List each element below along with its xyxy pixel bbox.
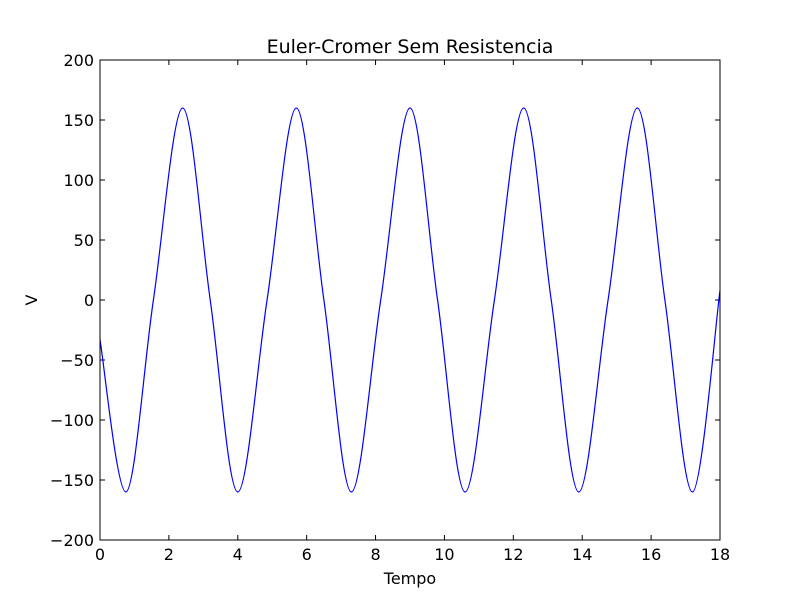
y-tick-label: −100 (50, 411, 94, 430)
x-tick-label: 4 (233, 545, 243, 564)
plot-area (100, 60, 720, 540)
y-tick-label: 150 (63, 111, 94, 130)
x-axis-label: Tempo (383, 569, 436, 588)
chart-title: Euler-Cromer Sem Resistencia (267, 36, 554, 58)
y-tick-label: 100 (63, 171, 94, 190)
y-tick-label: 200 (63, 51, 94, 70)
x-tick-label: 8 (370, 545, 380, 564)
x-tick-label: 14 (572, 545, 592, 564)
x-tick-label: 2 (164, 545, 174, 564)
y-tick-label: −150 (50, 471, 94, 490)
plot-frame (99, 59, 721, 541)
tick-group: 0 2 4 6 8 10 12 14 16 18 −200 −150 −100 −50 0 50 100 150 2… (50, 51, 730, 564)
y-axis-label: V (22, 294, 41, 305)
x-tick-label: 12 (503, 545, 523, 564)
x-tick-label: 10 (434, 545, 454, 564)
x-tick-label: 16 (641, 545, 661, 564)
y-tick-label: 50 (74, 231, 94, 250)
x-tick-label: 18 (710, 545, 730, 564)
y-tick-label: −50 (60, 351, 94, 370)
x-tick-label: 0 (95, 545, 105, 564)
x-tick-label: 6 (302, 545, 312, 564)
y-tick-label: 0 (84, 291, 94, 310)
series-line (99, 107, 721, 493)
y-tick-label: −200 (50, 531, 94, 550)
